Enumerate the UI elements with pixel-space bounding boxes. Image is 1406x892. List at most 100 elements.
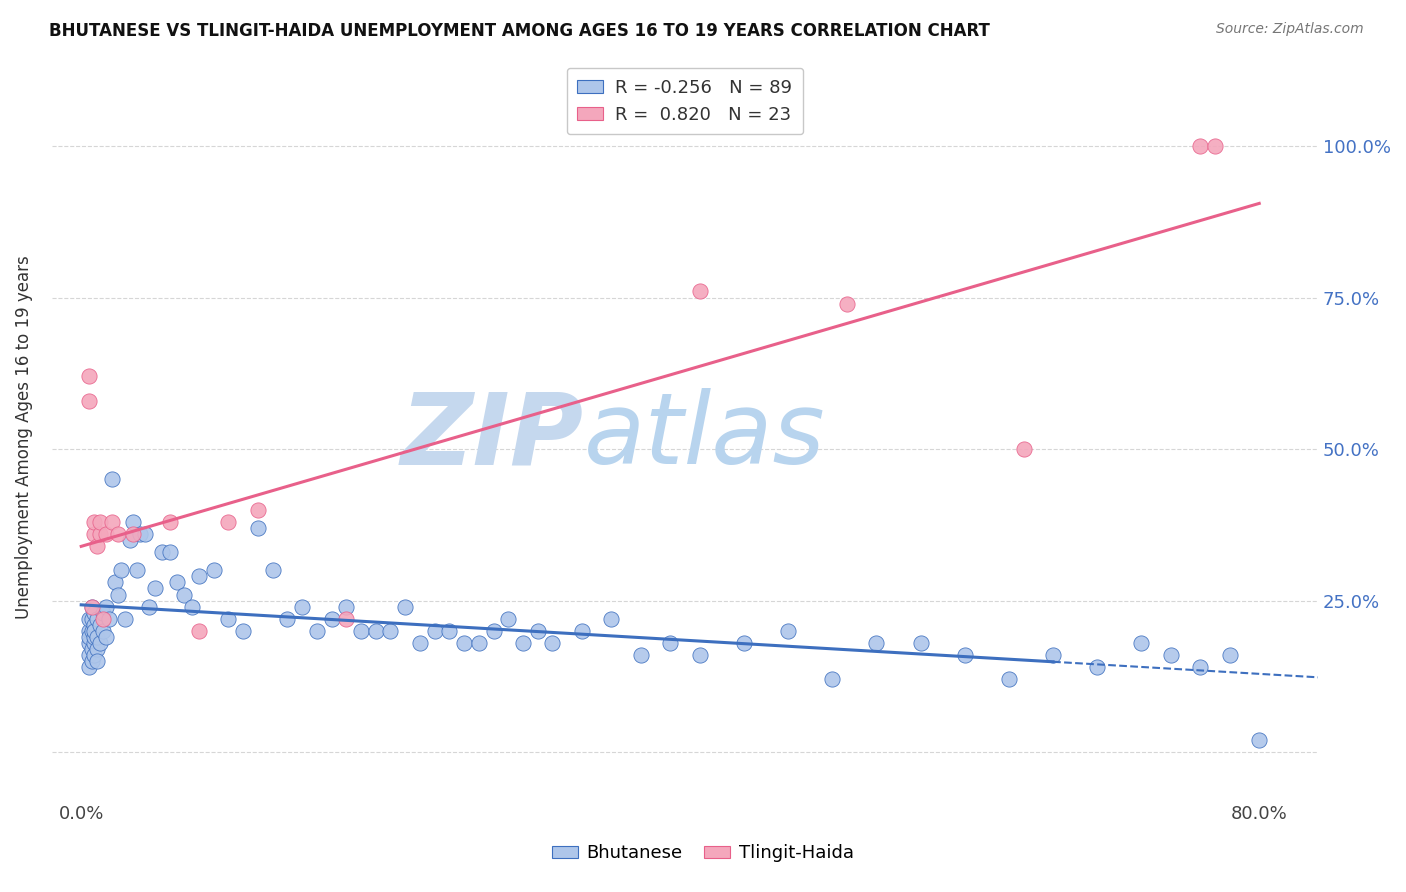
Point xyxy=(83,617,105,632)
Point xyxy=(127,563,149,577)
Point xyxy=(80,624,103,638)
Point xyxy=(394,599,416,614)
Point xyxy=(1160,648,1182,662)
Point xyxy=(77,369,100,384)
Text: ZIP: ZIP xyxy=(401,388,583,485)
Point xyxy=(1012,442,1035,456)
Point xyxy=(166,575,188,590)
Point xyxy=(541,636,564,650)
Point xyxy=(77,612,100,626)
Point xyxy=(91,612,114,626)
Point xyxy=(998,673,1021,687)
Point xyxy=(689,285,711,299)
Point xyxy=(630,648,652,662)
Point xyxy=(335,612,357,626)
Text: Source: ZipAtlas.com: Source: ZipAtlas.com xyxy=(1216,22,1364,37)
Point xyxy=(83,648,105,662)
Point xyxy=(83,527,105,541)
Point xyxy=(173,588,195,602)
Point xyxy=(188,624,211,638)
Point xyxy=(512,636,534,650)
Point xyxy=(80,599,103,614)
Point xyxy=(571,624,593,638)
Point xyxy=(1189,660,1212,674)
Point xyxy=(80,599,103,614)
Point xyxy=(121,527,143,541)
Point xyxy=(89,636,111,650)
Point xyxy=(496,612,519,626)
Point xyxy=(380,624,402,638)
Point xyxy=(83,624,105,638)
Point xyxy=(1130,636,1153,650)
Point xyxy=(98,612,121,626)
Point xyxy=(138,599,160,614)
Point xyxy=(262,563,284,577)
Point xyxy=(121,515,143,529)
Y-axis label: Unemployment Among Ages 16 to 19 years: Unemployment Among Ages 16 to 19 years xyxy=(15,255,32,619)
Point xyxy=(107,527,129,541)
Point xyxy=(217,515,239,529)
Point xyxy=(1219,648,1241,662)
Point xyxy=(321,612,343,626)
Point xyxy=(101,472,124,486)
Point xyxy=(482,624,505,638)
Point xyxy=(80,642,103,657)
Point xyxy=(107,588,129,602)
Legend: Bhutanese, Tlingit-Haida: Bhutanese, Tlingit-Haida xyxy=(546,838,860,870)
Point xyxy=(276,612,298,626)
Point xyxy=(83,515,105,529)
Point xyxy=(439,624,461,638)
Point xyxy=(1249,733,1271,747)
Point xyxy=(409,636,432,650)
Point xyxy=(89,617,111,632)
Point xyxy=(83,636,105,650)
Point xyxy=(150,545,173,559)
Point xyxy=(77,624,100,638)
Point xyxy=(246,502,269,516)
Point xyxy=(86,642,108,657)
Point xyxy=(159,515,181,529)
Point xyxy=(659,636,682,650)
Point xyxy=(835,296,858,310)
Point xyxy=(86,539,108,553)
Point xyxy=(232,624,254,638)
Point xyxy=(96,630,118,644)
Text: atlas: atlas xyxy=(583,388,825,485)
Point xyxy=(86,630,108,644)
Point xyxy=(143,582,166,596)
Point xyxy=(159,545,181,559)
Point xyxy=(733,636,755,650)
Point xyxy=(350,624,373,638)
Point xyxy=(335,599,357,614)
Point xyxy=(110,563,132,577)
Point xyxy=(118,533,141,547)
Point xyxy=(104,575,127,590)
Point xyxy=(188,569,211,583)
Point xyxy=(953,648,976,662)
Point xyxy=(96,599,118,614)
Point xyxy=(1189,139,1212,153)
Point xyxy=(89,515,111,529)
Point xyxy=(80,612,103,626)
Point xyxy=(77,630,100,644)
Text: BHUTANESE VS TLINGIT-HAIDA UNEMPLOYMENT AMONG AGES 16 TO 19 YEARS CORRELATION CH: BHUTANESE VS TLINGIT-HAIDA UNEMPLOYMENT … xyxy=(49,22,990,40)
Point xyxy=(134,527,156,541)
Point xyxy=(217,612,239,626)
Point xyxy=(96,527,118,541)
Point xyxy=(526,624,548,638)
Point xyxy=(910,636,932,650)
Point xyxy=(114,612,136,626)
Point xyxy=(1042,648,1064,662)
Point xyxy=(1085,660,1108,674)
Point xyxy=(180,599,202,614)
Point xyxy=(865,636,887,650)
Point xyxy=(80,654,103,668)
Point xyxy=(468,636,491,650)
Point xyxy=(77,660,100,674)
Point xyxy=(821,673,844,687)
Point xyxy=(86,654,108,668)
Point xyxy=(101,515,124,529)
Point xyxy=(246,521,269,535)
Point xyxy=(1204,139,1226,153)
Point xyxy=(453,636,475,650)
